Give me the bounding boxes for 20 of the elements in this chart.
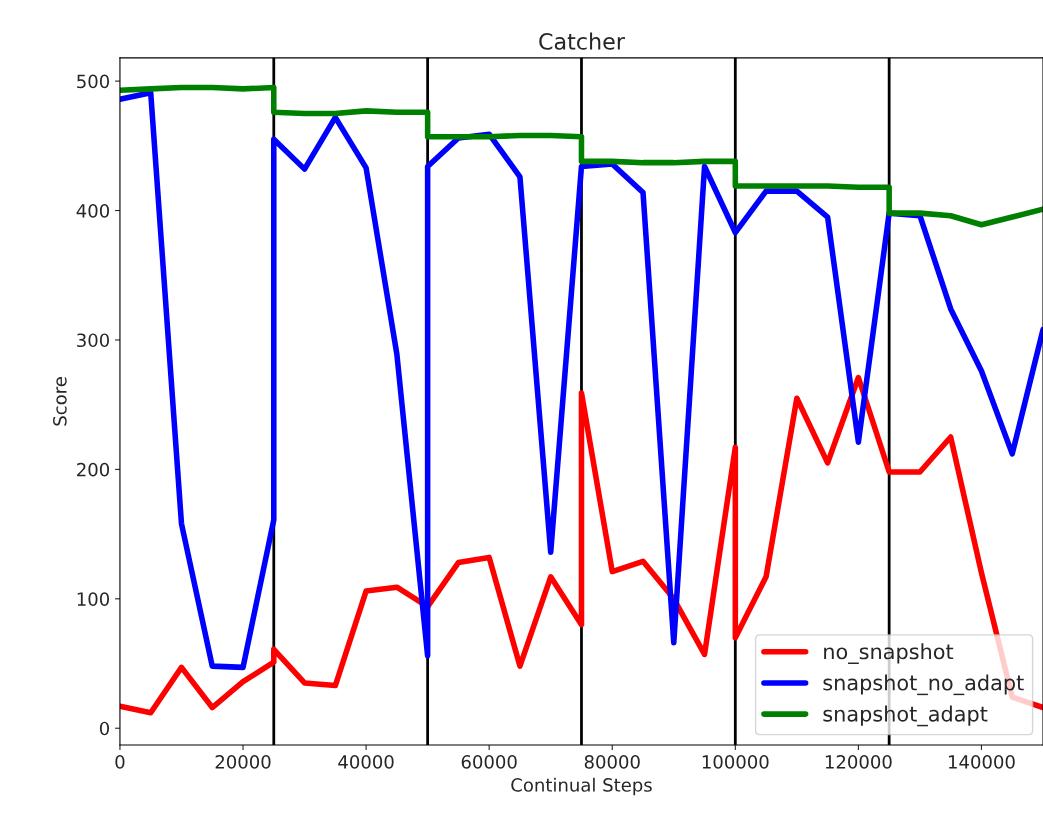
x-tick-label: 140000 — [948, 755, 1015, 769]
x-tick-label: 40000 — [338, 755, 394, 769]
y-tick-label: 0 — [99, 721, 110, 736]
x-tick-label: 0 — [115, 755, 125, 769]
x-tick-label: 80000 — [584, 755, 640, 769]
x-tick-label: 60000 — [461, 755, 517, 769]
legend-label: no_snapshot — [824, 643, 954, 664]
x-tick-label: 100000 — [702, 755, 769, 769]
x-tick-label: 20000 — [215, 755, 271, 769]
x-axis-title: Continual Steps — [511, 777, 652, 796]
y-tick-label: 400 — [76, 204, 110, 218]
x-tick-label: 120000 — [825, 755, 892, 769]
legend-label: snapshot_no_adapt — [823, 674, 1024, 696]
chart-title: Catcher — [539, 32, 625, 50]
y-tick-label: 300 — [77, 333, 110, 348]
y-tick-label: 100 — [77, 592, 110, 606]
y-axis-title: Score — [53, 377, 67, 426]
legend-label: snapshot_adapt — [823, 705, 988, 727]
y-tick-label: 200 — [77, 462, 110, 477]
y-tick-label: 500 — [77, 74, 110, 89]
